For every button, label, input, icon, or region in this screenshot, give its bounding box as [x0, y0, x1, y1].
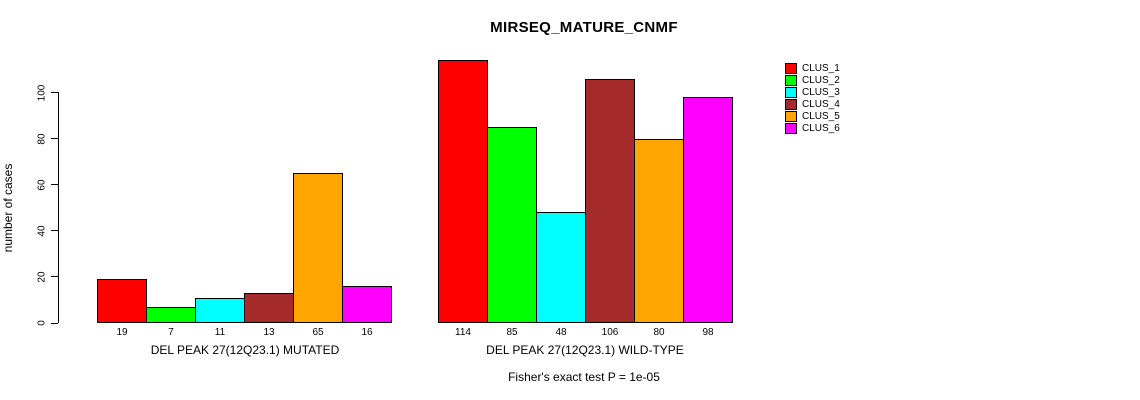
y-axis-tick-label: 40 — [36, 225, 48, 237]
bar-clus_3-group2 — [536, 212, 586, 323]
bar-clus_1-group2 — [438, 60, 488, 323]
legend-item-clus_1: CLUS_1 — [785, 62, 840, 74]
bar-value-label: 7 — [168, 327, 174, 338]
legend-item-clus_5: CLUS_5 — [785, 110, 840, 122]
legend-label: CLUS_3 — [802, 86, 840, 98]
bar-clus_5-group2 — [634, 139, 684, 323]
bar-value-label: 11 — [214, 327, 226, 338]
legend-color-swatch — [785, 122, 797, 134]
bar-value-label: 16 — [361, 327, 373, 338]
y-axis-tick — [51, 184, 58, 186]
fisher-test-annotation: Fisher's exact test P = 1e-05 — [508, 370, 660, 384]
y-axis-tick-label: 0 — [36, 320, 48, 326]
x-group-label-mutated: DEL PEAK 27(12Q23.1) MUTATED — [150, 343, 340, 357]
bar-value-label: 85 — [506, 327, 518, 338]
legend-label: CLUS_6 — [802, 122, 840, 134]
bar-clus_5-group1 — [293, 173, 343, 323]
legend-color-swatch — [785, 74, 797, 86]
bar-clus_2-group2 — [487, 127, 537, 323]
x-group-label-wild-type: DEL PEAK 27(12Q23.1) WILD-TYPE — [486, 343, 684, 357]
legend-item-clus_4: CLUS_4 — [785, 98, 840, 110]
legend: CLUS_1 CLUS_2 CLUS_3 CLUS_4 CLUS_5 CLUS_6 — [785, 62, 840, 134]
bar-value-label: 13 — [263, 327, 275, 338]
legend-color-swatch — [785, 98, 797, 110]
bar-value-label: 98 — [702, 327, 714, 338]
bar-clus_3-group1 — [195, 298, 245, 323]
legend-item-clus_6: CLUS_6 — [785, 122, 840, 134]
y-axis-tick — [51, 230, 58, 232]
y-axis-tick-label: 80 — [36, 133, 48, 145]
y-axis-line — [58, 92, 59, 323]
y-axis-tick — [51, 276, 58, 278]
legend-color-swatch — [785, 110, 797, 122]
y-axis-title: number of cases — [1, 163, 15, 253]
bar-value-label: 80 — [653, 327, 665, 338]
bar-clus_4-group2 — [585, 79, 635, 323]
y-axis-tick — [51, 322, 58, 324]
y-axis-tick — [51, 138, 58, 140]
legend-color-swatch — [785, 86, 797, 98]
bar-value-label: 106 — [601, 327, 619, 338]
bar-value-label: 19 — [116, 327, 128, 338]
bar-clus_2-group1 — [146, 307, 196, 323]
y-axis-tick — [51, 92, 58, 93]
legend-label: CLUS_4 — [802, 98, 840, 110]
bar-value-label: 114 — [455, 327, 471, 338]
legend-label: CLUS_5 — [802, 110, 840, 122]
bar-clus_6-group2 — [683, 97, 733, 323]
legend-item-clus_2: CLUS_2 — [785, 74, 840, 86]
legend-label: CLUS_1 — [802, 62, 840, 74]
bar-clus_1-group1 — [97, 279, 147, 323]
y-axis-tick-label: 100 — [36, 84, 48, 101]
legend-label: CLUS_2 — [802, 74, 840, 86]
chart-title: MIRSEQ_MATURE_CNMF — [490, 19, 678, 36]
bar-clus_6-group1 — [342, 286, 392, 323]
bar-value-label: 48 — [555, 327, 567, 338]
y-axis-tick-label: 60 — [36, 179, 48, 191]
legend-color-swatch — [785, 62, 797, 74]
bar-value-label: 65 — [312, 327, 324, 338]
y-axis-tick-label: 20 — [36, 271, 48, 283]
bar-clus_4-group1 — [244, 293, 294, 323]
legend-item-clus_3: CLUS_3 — [785, 86, 840, 98]
